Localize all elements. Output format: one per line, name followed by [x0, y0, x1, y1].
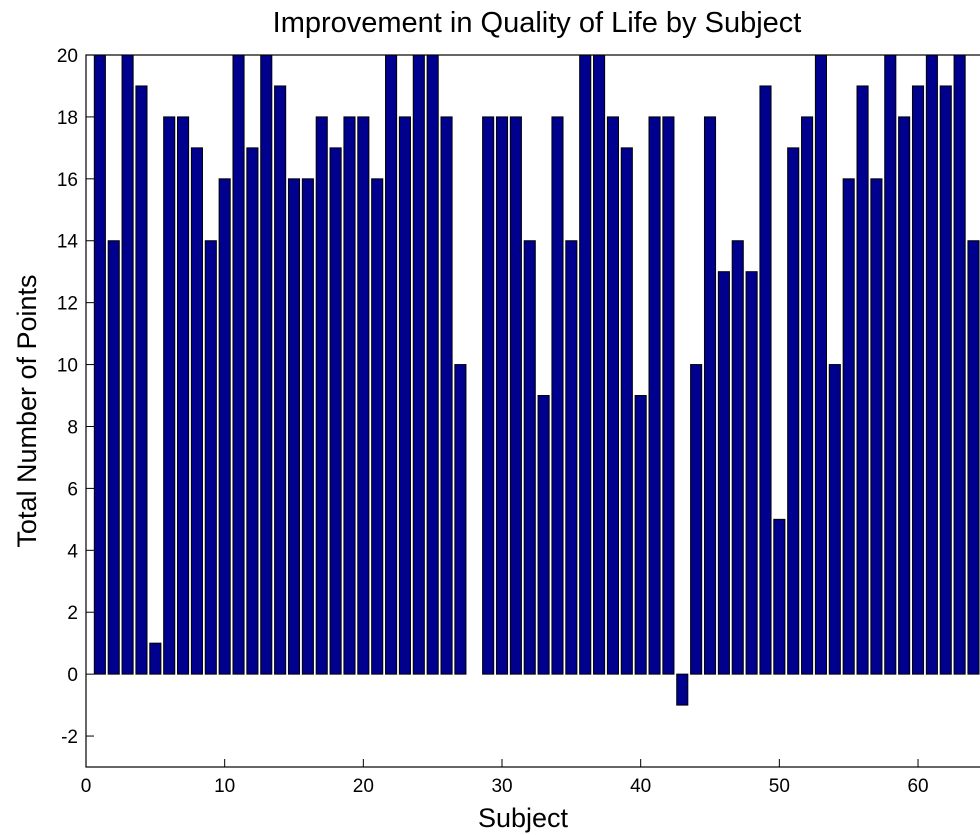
bar-subject-53 [814, 54, 827, 675]
bar-subject-15 [287, 178, 301, 675]
bar-subject-47 [731, 240, 744, 675]
y-tick-label: 10 [57, 356, 78, 377]
y-tick-label: 0 [67, 665, 78, 686]
bars-group [93, 54, 980, 706]
bar-subject-48 [745, 271, 758, 675]
bar-subject-8 [190, 147, 203, 675]
bar-subject-2 [107, 240, 120, 675]
x-tick-label: 20 [353, 776, 374, 797]
bar-subject-25 [426, 54, 439, 675]
bar-subject-13 [260, 54, 273, 675]
y-tick-label: 12 [57, 294, 78, 315]
bar-subject-41 [648, 116, 661, 675]
y-tick-label: 20 [57, 46, 78, 67]
y-tick-label: 18 [57, 108, 78, 129]
x-ticks-group: 0 10 20 30 40 50 60 [81, 759, 929, 797]
bar-subject-29 [482, 116, 495, 675]
bar-subject-26 [440, 116, 453, 675]
bar-subject-51 [787, 147, 800, 675]
bar-subject-10 [218, 178, 231, 675]
bar-subject-22 [385, 54, 398, 675]
bar-subject-17 [315, 116, 328, 675]
bar-subject-62 [939, 85, 952, 675]
bar-subject-24 [412, 54, 425, 675]
y-tick-label: 2 [67, 603, 78, 624]
bar-subject-44 [690, 364, 703, 675]
x-tick-label: 0 [81, 776, 92, 797]
bar-subject-42 [662, 116, 675, 675]
bar-subject-20 [357, 116, 370, 675]
bar-subject-21 [371, 178, 384, 675]
axes-group [85, 54, 980, 768]
bar-subject-3 [121, 54, 134, 675]
x-axis-label: Subject [478, 803, 569, 833]
bar-subject-7 [177, 116, 190, 675]
bar-subject-46 [717, 271, 730, 675]
bar-subject-49 [759, 85, 772, 675]
bar-subject-35 [565, 240, 578, 675]
bar-subject-59 [898, 116, 911, 675]
bar-subject-38 [606, 116, 619, 675]
x-tick-label: 10 [214, 776, 235, 797]
bar-subject-43 [676, 673, 689, 706]
bar-subject-58 [884, 54, 897, 675]
bar-subject-6 [163, 116, 176, 675]
bar-subject-34 [551, 116, 564, 675]
y-tick-label: 4 [67, 541, 78, 562]
y-tick-label: 14 [57, 232, 79, 253]
bar-subject-30 [495, 116, 509, 675]
bar-subject-32 [523, 240, 536, 675]
bar-subject-57 [870, 178, 883, 675]
bar-subject-19 [343, 116, 356, 675]
bar-subject-61 [925, 54, 938, 675]
bar-subject-64 [967, 240, 980, 675]
bar-subject-33 [537, 395, 550, 675]
bar-subject-52 [801, 116, 814, 675]
bar-subject-31 [509, 116, 522, 675]
x-tick-label: 50 [769, 776, 790, 797]
bar-subject-9 [204, 240, 217, 675]
bar-subject-39 [620, 147, 633, 675]
bar-subject-60 [911, 85, 925, 675]
bar-subject-4 [135, 85, 148, 675]
bar-subject-18 [329, 147, 342, 675]
x-tick-label: 30 [491, 776, 512, 797]
bar-subject-55 [842, 178, 855, 675]
bar-subject-54 [828, 364, 841, 675]
bar-subject-14 [274, 85, 287, 675]
bar-subject-27 [454, 364, 467, 675]
bar-subject-1 [93, 54, 106, 675]
bar-subject-12 [246, 147, 259, 675]
x-tick-label: 60 [907, 776, 928, 797]
bar-subject-36 [579, 54, 592, 675]
y-tick-label: 6 [67, 479, 78, 500]
y-axis-label: Total Number of Points [12, 274, 42, 547]
bar-subject-45 [703, 116, 717, 675]
x-tick-label: 40 [630, 776, 651, 797]
bar-subject-56 [856, 85, 869, 675]
bar-subject-50 [773, 518, 786, 675]
y-tick-label: -2 [61, 727, 78, 748]
y-tick-label: 16 [57, 170, 78, 191]
bar-subject-16 [301, 178, 314, 675]
bar-subject-11 [232, 54, 245, 675]
y-ticks-group: -2 0 2 4 6 8 10 12 14 16 18 20 [57, 46, 94, 748]
plot-axes-box [85, 54, 980, 768]
bar-subject-37 [593, 54, 606, 675]
bar-subject-40 [634, 395, 647, 675]
bar-subject-63 [953, 54, 966, 675]
chart-title: Improvement in Quality of Life by Subjec… [273, 7, 802, 39]
bar-subject-23 [398, 116, 411, 675]
bar-subject-5 [149, 642, 162, 675]
y-tick-label: 8 [67, 417, 78, 438]
